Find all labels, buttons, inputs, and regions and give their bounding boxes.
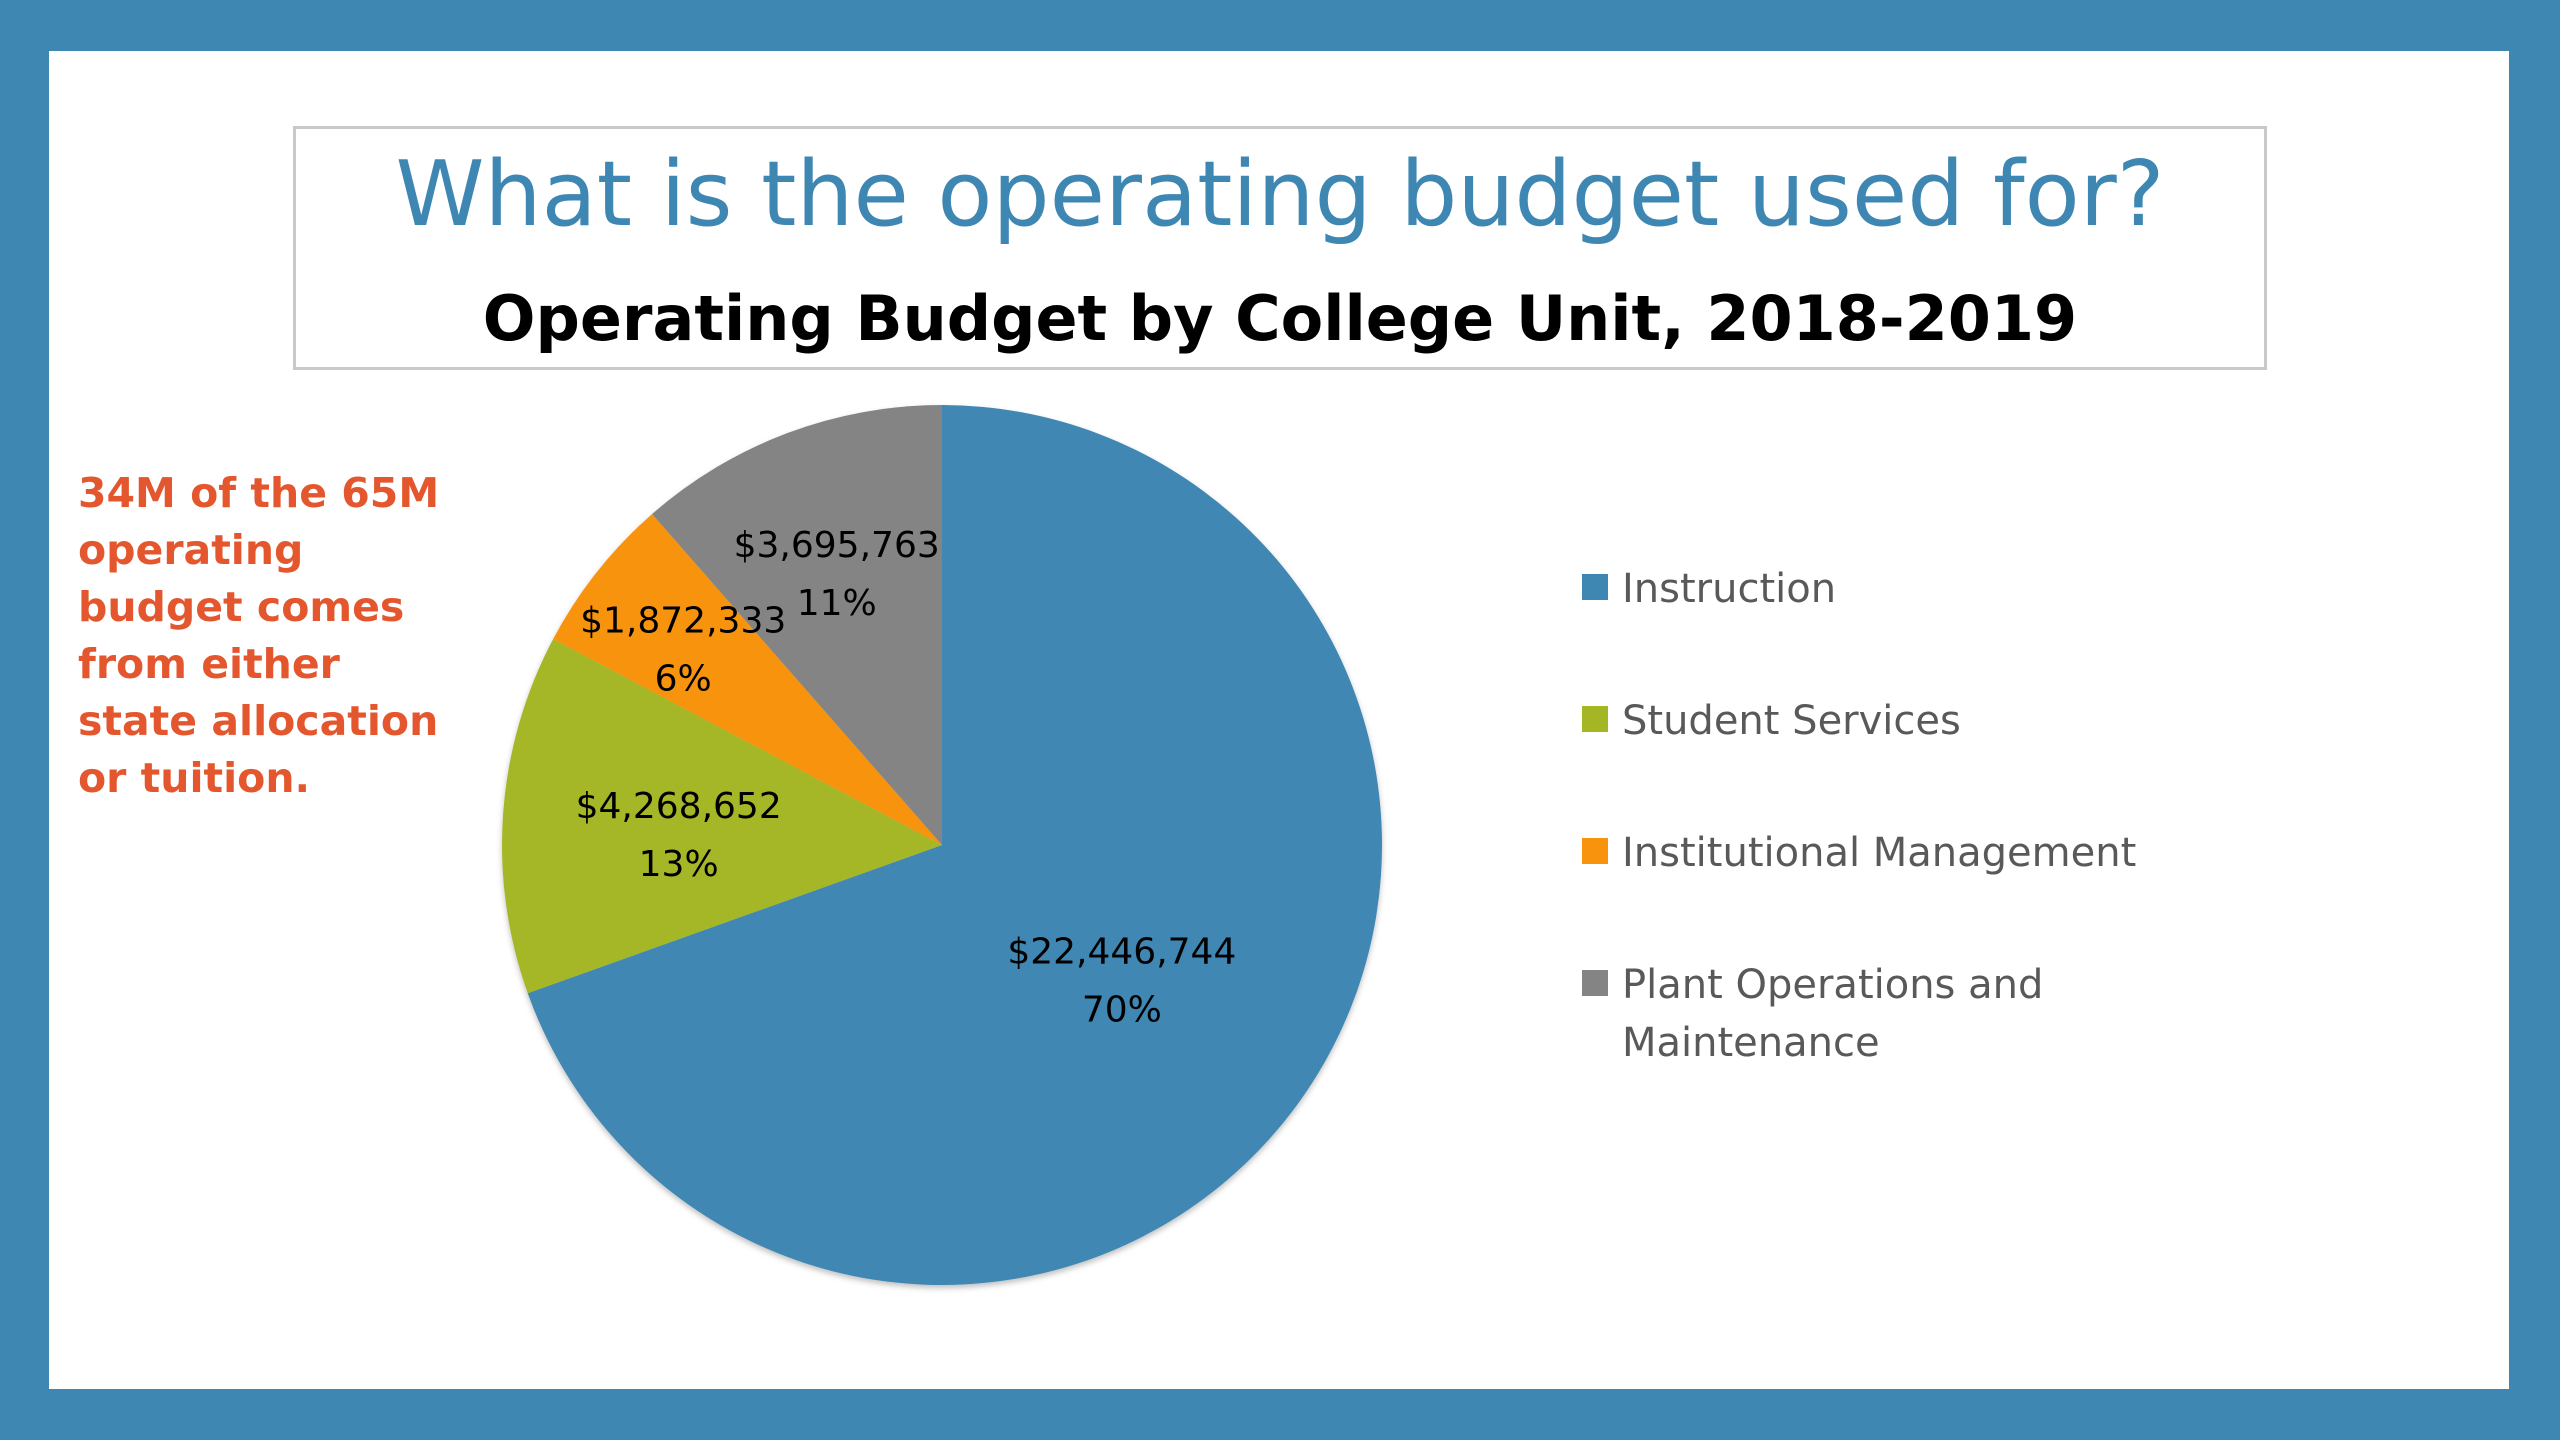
legend-swatch <box>1582 970 1608 996</box>
legend-label: Plant Operations and Maintenance <box>1622 962 2044 1066</box>
legend: Instruction Student Services Institutional… <box>1582 560 2282 1088</box>
pie-slice-student-services <box>501 639 942 994</box>
legend-item-instruction: Instruction <box>1582 560 2282 692</box>
legend-item-student-services: Student Services <box>1582 692 2282 824</box>
legend-label: Instruction <box>1622 566 1837 612</box>
legend-swatch <box>1582 574 1608 600</box>
legend-swatch <box>1582 706 1608 732</box>
legend-item-plant-operations-and-maintenance: Plant Operations and Maintenance <box>1582 956 2282 1088</box>
callout-line: or tuition. <box>78 754 311 802</box>
legend-swatch <box>1582 838 1608 864</box>
slide: What is the operating budget used for? O… <box>49 51 2509 1389</box>
callout-line: 34M of the 65M <box>78 469 440 517</box>
slide-title: What is the operating budget used for? <box>395 142 2165 247</box>
legend-label: Institutional Management <box>1622 830 2137 876</box>
data-label-value: $1,872,333 <box>580 600 786 641</box>
data-label-percent: 13% <box>639 844 719 885</box>
pie-slice-plant-operations-and-maintenance <box>652 404 942 845</box>
chart-title: Operating Budget by College Unit, 2018-2… <box>482 282 2078 355</box>
callout-line: operating <box>78 526 304 574</box>
legend-label: Student Services <box>1622 698 1961 744</box>
data-label-percent: 70% <box>1082 990 1162 1031</box>
pie-slice-instruction <box>527 405 1382 1285</box>
callout-note: 34M of the 65M operating budget comes from … <box>78 465 458 807</box>
data-label-percent: 11% <box>797 583 877 624</box>
data-label-percent: 6% <box>655 658 712 699</box>
title-box: What is the operating budget used for? O… <box>293 126 2267 370</box>
callout-line: state allocation <box>78 697 439 745</box>
data-label-value: $22,446,744 <box>1007 932 1236 973</box>
legend-item-institutional-management: Institutional Management <box>1582 824 2282 956</box>
data-label-value: $3,695,763 <box>734 525 940 566</box>
callout-line: from either <box>78 640 340 688</box>
data-label-value: $4,268,652 <box>576 786 782 827</box>
pie-slice-institutional-management <box>553 513 942 845</box>
callout-line: budget comes <box>78 583 405 631</box>
